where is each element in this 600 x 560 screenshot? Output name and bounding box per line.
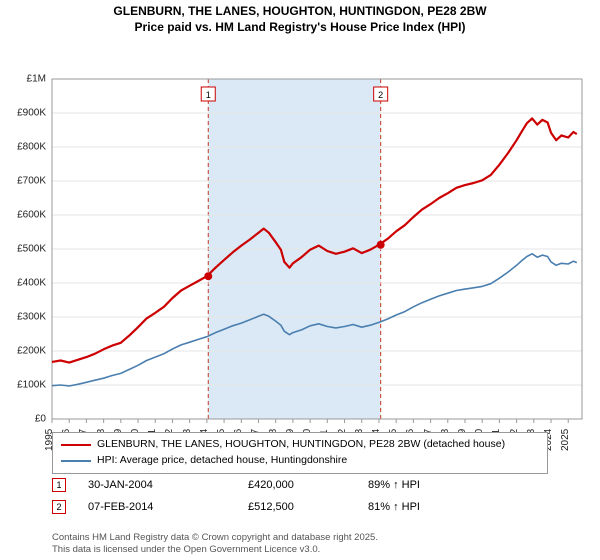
transaction-marker-dot: [204, 272, 212, 280]
y-tick-label: £500K: [17, 244, 46, 255]
attribution-footer: Contains HM Land Registry data © Crown c…: [52, 532, 378, 556]
chart-container: { "title_line1": "GLENBURN, THE LANES, H…: [0, 0, 600, 560]
legend-swatch: [61, 444, 91, 446]
transaction-price: £420,000: [248, 479, 368, 491]
chart-title-line2: Price paid vs. HM Land Registry's House …: [0, 20, 600, 36]
transaction-marker: 2: [52, 500, 66, 514]
y-tick-label: £900K: [17, 108, 46, 119]
y-tick-label: £600K: [17, 210, 46, 221]
legend-row: GLENBURN, THE LANES, HOUGHTON, HUNTINGDO…: [61, 437, 539, 453]
y-tick-label: £100K: [17, 380, 46, 391]
transaction-hpi: 81% ↑ HPI: [368, 501, 420, 513]
transaction-hpi: 89% ↑ HPI: [368, 479, 420, 491]
svg-text:2: 2: [378, 90, 383, 100]
transaction-marker: 1: [52, 478, 66, 492]
legend-row: HPI: Average price, detached house, Hunt…: [61, 453, 539, 469]
legend-swatch: [61, 460, 91, 462]
y-tick-label: £1M: [27, 74, 46, 85]
chart-title-line1: GLENBURN, THE LANES, HOUGHTON, HUNTINGDO…: [0, 0, 600, 20]
transaction-row: 2 07-FEB-2014£512,50081% ↑ HPI: [52, 500, 548, 514]
transaction-price: £512,500: [248, 501, 368, 513]
legend-label: GLENBURN, THE LANES, HOUGHTON, HUNTINGDO…: [97, 437, 505, 453]
transaction-marker-dot: [377, 241, 385, 249]
transaction-row: 1 30-JAN-2004£420,00089% ↑ HPI: [52, 478, 548, 492]
y-tick-label: £700K: [17, 176, 46, 187]
chart-plot-area: 12 £0£100K£200K£300K£400K£500K£600K£700K…: [0, 35, 600, 425]
y-tick-label: £400K: [17, 278, 46, 289]
transaction-date: 07-FEB-2014: [88, 501, 248, 513]
footer-line2: This data is licensed under the Open Gov…: [52, 544, 378, 556]
y-tick-label: £200K: [17, 346, 46, 357]
footer-line1: Contains HM Land Registry data © Crown c…: [52, 532, 378, 544]
transaction-date: 30-JAN-2004: [88, 479, 248, 491]
legend: GLENBURN, THE LANES, HOUGHTON, HUNTINGDO…: [52, 432, 548, 474]
y-tick-label: £300K: [17, 312, 46, 323]
y-tick-label: £800K: [17, 142, 46, 153]
y-tick-label: £0: [35, 414, 46, 425]
legend-label: HPI: Average price, detached house, Hunt…: [97, 453, 347, 469]
x-tick-label: 2025: [560, 429, 571, 451]
svg-text:1: 1: [206, 90, 211, 100]
chart-svg: 12: [0, 35, 600, 425]
